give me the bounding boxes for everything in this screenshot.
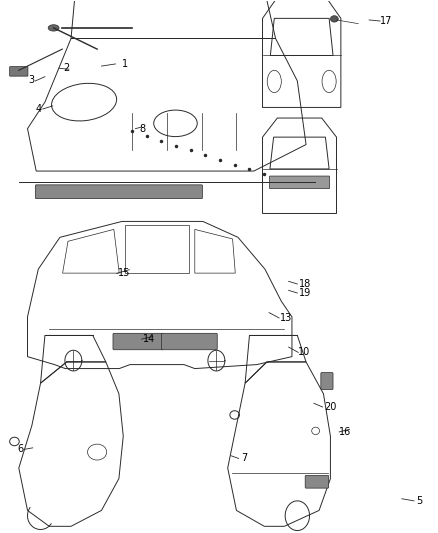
- FancyBboxPatch shape: [162, 333, 217, 350]
- Text: 20: 20: [324, 402, 337, 412]
- Ellipse shape: [330, 15, 338, 22]
- Text: 8: 8: [140, 124, 146, 134]
- Text: 2: 2: [64, 63, 70, 72]
- Text: 13: 13: [280, 313, 293, 323]
- FancyBboxPatch shape: [269, 176, 329, 189]
- FancyBboxPatch shape: [10, 67, 28, 76]
- FancyBboxPatch shape: [113, 333, 163, 350]
- Text: 10: 10: [298, 348, 311, 358]
- Ellipse shape: [48, 25, 59, 31]
- Text: 3: 3: [28, 75, 34, 85]
- Text: 5: 5: [416, 496, 422, 506]
- Text: 19: 19: [299, 288, 311, 298]
- Text: 16: 16: [339, 427, 351, 437]
- Text: 14: 14: [143, 334, 155, 344]
- Text: 18: 18: [299, 279, 311, 289]
- FancyBboxPatch shape: [305, 475, 328, 488]
- Text: 7: 7: [241, 454, 247, 463]
- Text: 17: 17: [380, 16, 393, 26]
- FancyBboxPatch shape: [321, 373, 333, 390]
- Text: 1: 1: [122, 59, 128, 69]
- FancyBboxPatch shape: [35, 185, 202, 199]
- Text: 4: 4: [35, 104, 42, 114]
- Text: 15: 15: [118, 269, 131, 278]
- Text: 6: 6: [17, 445, 23, 455]
